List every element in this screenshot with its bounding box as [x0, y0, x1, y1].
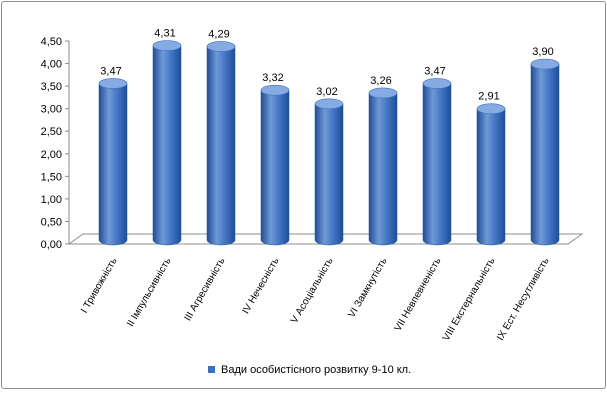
bars [98, 40, 560, 246]
bar-top [98, 78, 128, 89]
bar-body [206, 46, 236, 246]
y-tick-label: 4,50 [41, 36, 62, 48]
bar-top [368, 87, 398, 99]
data-label: 3,90 [532, 46, 553, 58]
x-tick-label: IX Ест. Несутливість [495, 256, 551, 343]
bar-body [152, 45, 182, 246]
bar-body [476, 108, 506, 246]
y-tick-label: 3,50 [41, 81, 62, 93]
bar-top [422, 78, 452, 89]
y-tick-label: 0,50 [41, 216, 62, 228]
x-tick-label: II Імпульсивність [125, 256, 173, 329]
y-tick-label: 1,00 [41, 194, 62, 206]
bar-body [368, 92, 398, 246]
bar [260, 84, 290, 246]
bar [152, 40, 182, 246]
bar-top [152, 40, 182, 51]
data-label: 3,32 [262, 72, 283, 84]
bar-body [314, 103, 344, 246]
bar-body [98, 83, 128, 246]
y-tick-label: 4,00 [41, 59, 62, 71]
bar-top [476, 103, 506, 115]
bar [422, 78, 452, 246]
bar [476, 103, 506, 246]
bar-body [422, 83, 452, 246]
y-tick-label: 2,50 [41, 126, 62, 138]
data-label: 2,91 [478, 91, 499, 103]
x-tick-label: VII Невпевненість [393, 256, 444, 333]
x-tick-label: VIII Екстернальність [441, 256, 498, 343]
data-label: 3,47 [100, 65, 121, 77]
data-label: 3,26 [370, 75, 391, 87]
bar [206, 41, 236, 246]
bar-body [260, 89, 290, 246]
bar [368, 87, 398, 246]
x-tick-label: VI Замкнутість [346, 256, 389, 320]
y-tick-label: 1,50 [41, 171, 62, 183]
axes: 0,00 0,50 1,00 1,50 2,00 2,50 3,00 3,50 4,00 4,50 [41, 36, 584, 251]
data-label: 3,47 [424, 65, 445, 77]
bar-top [206, 41, 236, 52]
legend-marker [208, 366, 215, 373]
data-label: 3,02 [316, 86, 337, 98]
bar-top [314, 98, 344, 110]
y-tick-label: 0,00 [41, 239, 62, 251]
bar [314, 98, 344, 246]
bar-body [530, 63, 560, 246]
x-tick-label: I Тривожність [79, 256, 120, 315]
bar [530, 58, 560, 246]
x-tick-label: IV Нечесність [241, 256, 282, 316]
legend-label: Вади особистісного розвитку 9-10 кл. [221, 364, 411, 376]
y-tick-label: 2,00 [41, 149, 62, 161]
data-label: 4,31 [154, 28, 175, 40]
floor-plane [67, 233, 584, 245]
bar-top [530, 58, 560, 70]
data-label: 4,29 [208, 28, 229, 40]
bar-chart: 0,00 0,50 1,00 1,50 2,00 2,50 3,00 3,50 4,00 4,50… [41, 28, 584, 376]
bar-top [260, 84, 290, 96]
x-tick-label: V Асоціальність [289, 256, 335, 325]
y-tick-label: 3,00 [41, 104, 62, 116]
bar [98, 78, 128, 246]
legend: Вади особистісного розвитку 9-10 кл. [208, 364, 411, 376]
x-tick-label: III Агресивність [183, 256, 228, 323]
